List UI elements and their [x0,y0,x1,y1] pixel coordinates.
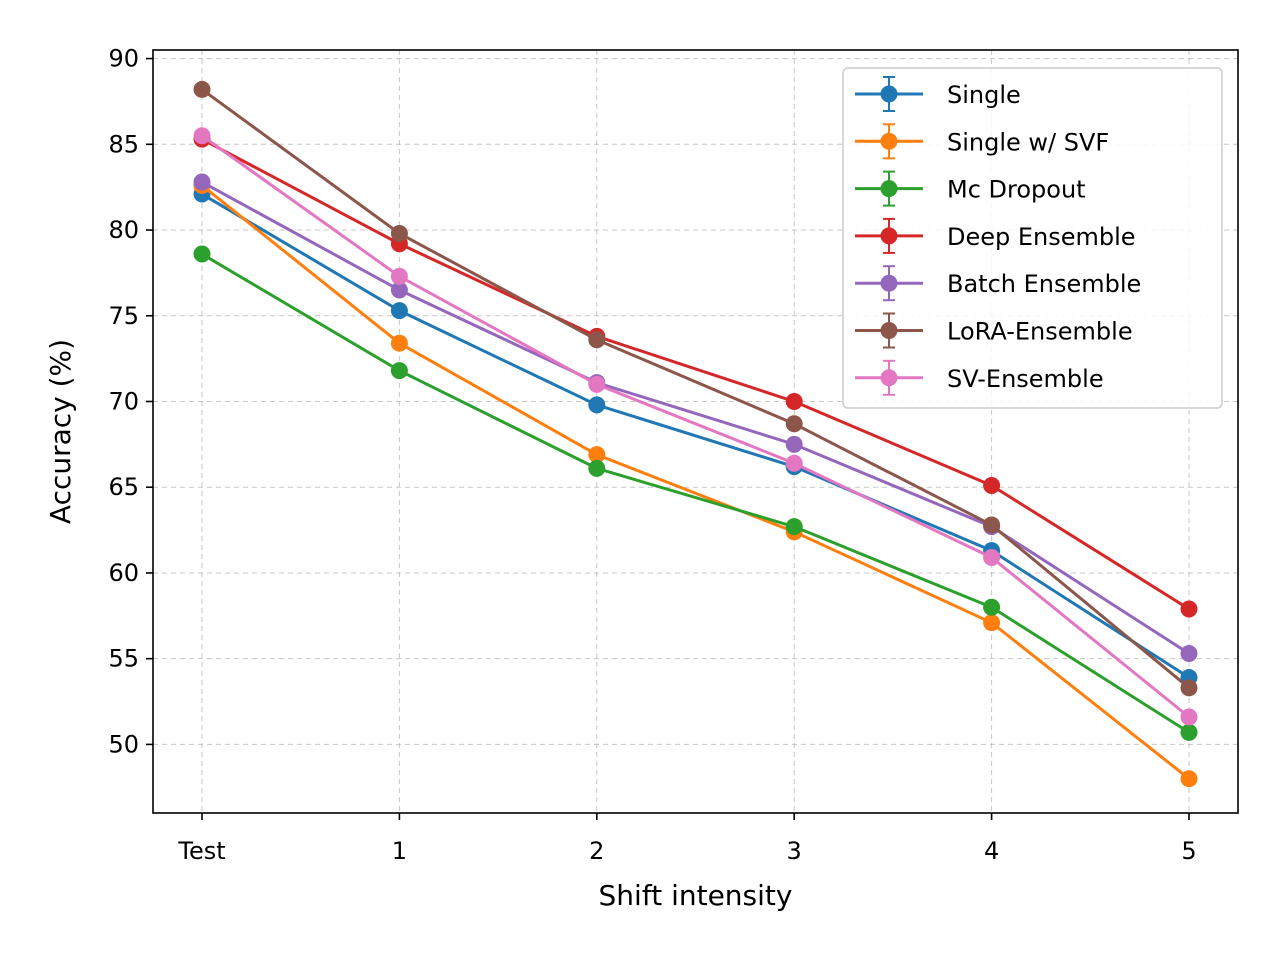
data-point [1180,723,1198,741]
data-point [588,331,606,349]
legend-label: Batch Ensemble [947,270,1141,298]
data-point [193,127,211,145]
data-point [390,224,408,242]
y-tick-label: 85 [108,130,139,158]
data-point [588,396,606,414]
data-point [1180,770,1198,788]
y-axis-label: Accuracy (%) [44,339,77,524]
legend-item: Single w/ SVF [855,123,1109,160]
data-point [193,80,211,98]
legend-item: LoRA-Ensemble [855,312,1133,349]
x-tick-label: 2 [589,837,604,865]
series-line [201,184,1190,780]
series-line [201,180,1190,655]
data-point [193,173,211,191]
series-line [201,252,1190,734]
x-tick-label: 4 [984,837,999,865]
legend-box [842,67,1223,409]
y-tick-label: 70 [108,387,139,415]
x-tick-label: 5 [1181,837,1196,865]
y-tick-label: 90 [108,45,139,73]
legend-label: Deep Ensemble [947,223,1136,251]
legend-marker [880,85,898,103]
x-axis-label: Shift intensity [599,879,793,912]
series-mc-dropout [193,245,1198,741]
data-point [390,281,408,299]
legend-marker [880,227,898,245]
legend-marker [880,322,898,339]
x-tick-label: 3 [787,837,802,865]
data-point [1180,600,1198,618]
legend-marker [880,132,898,150]
data-point [588,446,606,464]
series-line [201,137,1190,611]
legend-item: SV-Ensemble [855,359,1104,396]
y-tick-label: 60 [108,559,139,587]
data-point [785,392,803,410]
data-point [390,302,408,320]
legend: Single Single w/ SVF Mc Dropout Deep Ensemb… [842,67,1223,409]
data-point [193,245,211,263]
data-point [390,334,408,352]
data-point [588,375,606,393]
data-point [785,518,803,536]
x-tick-label: Test [177,837,225,865]
legend-label: LoRA-Ensemble [947,318,1133,346]
data-point [1180,679,1198,697]
data-point [785,435,803,453]
series-line [201,134,1190,719]
y-tick-label: 65 [108,473,139,501]
series-line [201,192,1190,679]
data-point [1180,645,1198,663]
data-point [588,459,606,477]
series-line [201,88,1190,689]
data-point [390,362,408,380]
legend-label: Single [947,81,1021,109]
y-tick-label: 75 [108,302,139,330]
data-point [785,454,803,472]
x-axis: Test 1 2 3 4 5 [177,813,1197,865]
legend-label: Mc Dropout [947,176,1086,204]
series-sv-ensemble [193,127,1198,726]
series-layer [193,80,1198,788]
data-point [785,415,803,433]
data-point [983,477,1001,495]
legend-marker [880,274,898,292]
y-tick-label: 80 [108,216,139,244]
legend-marker [880,180,898,198]
plot-frame [152,49,1239,814]
legend-item: Batch Ensemble [855,265,1141,302]
legend-marker [880,369,898,387]
data-point [1180,708,1198,726]
legend-label: SV-Ensemble [947,365,1104,393]
legend-item: Single [855,76,1021,112]
series-lora-ensemble [193,80,1198,697]
y-axis: 50 55 60 65 70 75 80 85 90 [108,45,153,758]
data-point [390,267,408,285]
y-tick-label: 55 [108,645,139,673]
y-tick-label: 50 [108,730,139,758]
legend-item: Mc Dropout [855,170,1086,207]
data-point [983,598,1001,616]
legend-item: Deep Ensemble [855,217,1136,254]
data-point [983,614,1001,632]
data-point [983,516,1001,534]
legend-label: Single w/ SVF [947,128,1109,156]
x-tick-label: 1 [392,837,407,865]
data-point [983,549,1001,567]
